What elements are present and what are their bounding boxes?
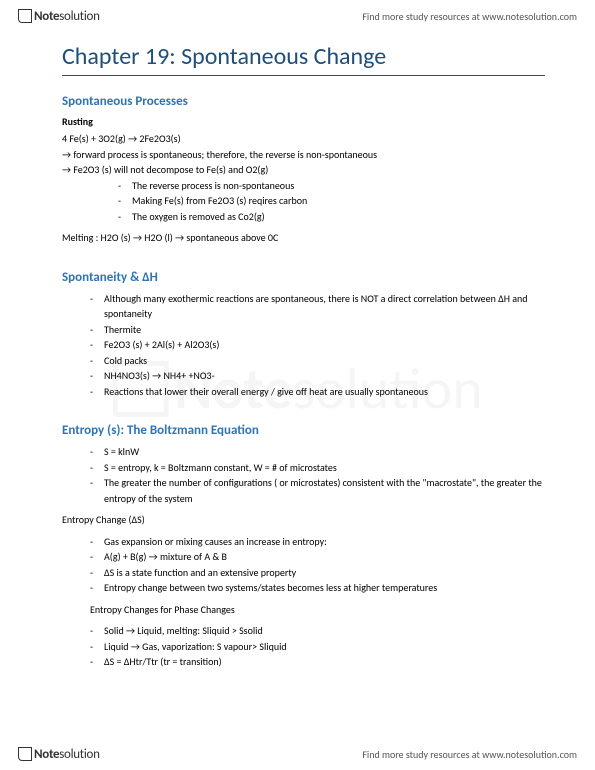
brand-logo-footer: Notesolution <box>18 747 100 762</box>
text-line: Melting : H2O (s) → H2O (l) → spontaneou… <box>62 230 545 246</box>
brand-text: Notesolution <box>34 9 100 24</box>
list-item: Reactions that lower their overall energ… <box>90 384 545 400</box>
section-heading-1: Spontaneous Processes <box>62 94 545 109</box>
list-item: S = entropy, k = Boltzmann constant, W =… <box>90 460 545 476</box>
footer-link: Find more study resources at www.notesol… <box>362 748 577 761</box>
bullet-list: Gas expansion or mixing causes an increa… <box>62 534 545 596</box>
bullet-list: S = klnW S = entropy, k = Boltzmann cons… <box>62 444 545 506</box>
page-content: Chapter 19: Spontaneous Change Spontaneo… <box>62 42 545 670</box>
list-item: S = klnW <box>90 444 545 460</box>
page-title: Chapter 19: Spontaneous Change <box>62 42 545 76</box>
bullet-list: The reverse process is non-spontaneous M… <box>62 178 545 225</box>
list-item: Although many exothermic reactions are s… <box>90 291 545 322</box>
bullet-list: Although many exothermic reactions are s… <box>62 291 545 400</box>
brand-logo: Notesolution <box>18 9 100 24</box>
section-heading-2: Spontaneity & ΔH <box>62 270 545 285</box>
list-item: The oxygen is removed as Co2(g) <box>118 209 545 225</box>
list-item: NH4NO3(s) → NH4+ +NO3- <box>90 368 545 384</box>
list-item: A(g) + B(g) → mixture of A & B <box>90 549 545 565</box>
list-item: ΔS = ΔHtr/Ttr (tr = transition) <box>90 654 545 670</box>
page-header: Notesolution Find more study resources a… <box>0 0 595 32</box>
brand-text-footer: Notesolution <box>34 747 100 762</box>
section-heading-3: Entropy (s): The Boltzmann Equation <box>62 423 545 438</box>
subheading-entropy-change: Entropy Change (ΔS) <box>62 512 545 528</box>
list-item: Solid → Liquid, melting: Sliquid > Ssoli… <box>90 623 545 639</box>
logo-icon <box>18 9 32 23</box>
text-line: → forward process is spontaneous; theref… <box>62 147 545 163</box>
logo-icon <box>18 747 32 761</box>
list-item: Liquid → Gas, vaporization: S vapour> Sl… <box>90 639 545 655</box>
equation-line: 4 Fe(s) + 3O2(g) → 2Fe2O3(s) <box>62 131 545 147</box>
subheading-phase-changes: Entropy Changes for Phase Changes <box>62 602 545 618</box>
list-item: ΔS is a state function and an extensive … <box>90 565 545 581</box>
list-item: Making Fe(s) from Fe2O3 (s) reqires carb… <box>118 193 545 209</box>
subheading-rusting: Rusting <box>62 115 545 128</box>
list-item: Entropy change between two systems/state… <box>90 580 545 596</box>
list-item: Fe2O3 (s) + 2Al(s) + Al2O3(s) <box>90 337 545 353</box>
list-item: The reverse process is non-spontaneous <box>118 178 545 194</box>
list-item: The greater the number of configurations… <box>90 475 545 506</box>
text-line: → Fe2O3 (s) will not decompose to Fe(s) … <box>62 162 545 178</box>
list-item: Thermite <box>90 322 545 338</box>
header-link: Find more study resources at www.notesol… <box>362 10 577 23</box>
bullet-list: Solid → Liquid, melting: Sliquid > Ssoli… <box>62 623 545 670</box>
list-item: Gas expansion or mixing causes an increa… <box>90 534 545 550</box>
list-item: Cold packs <box>90 353 545 369</box>
page-footer: Notesolution Find more study resources a… <box>0 738 595 770</box>
